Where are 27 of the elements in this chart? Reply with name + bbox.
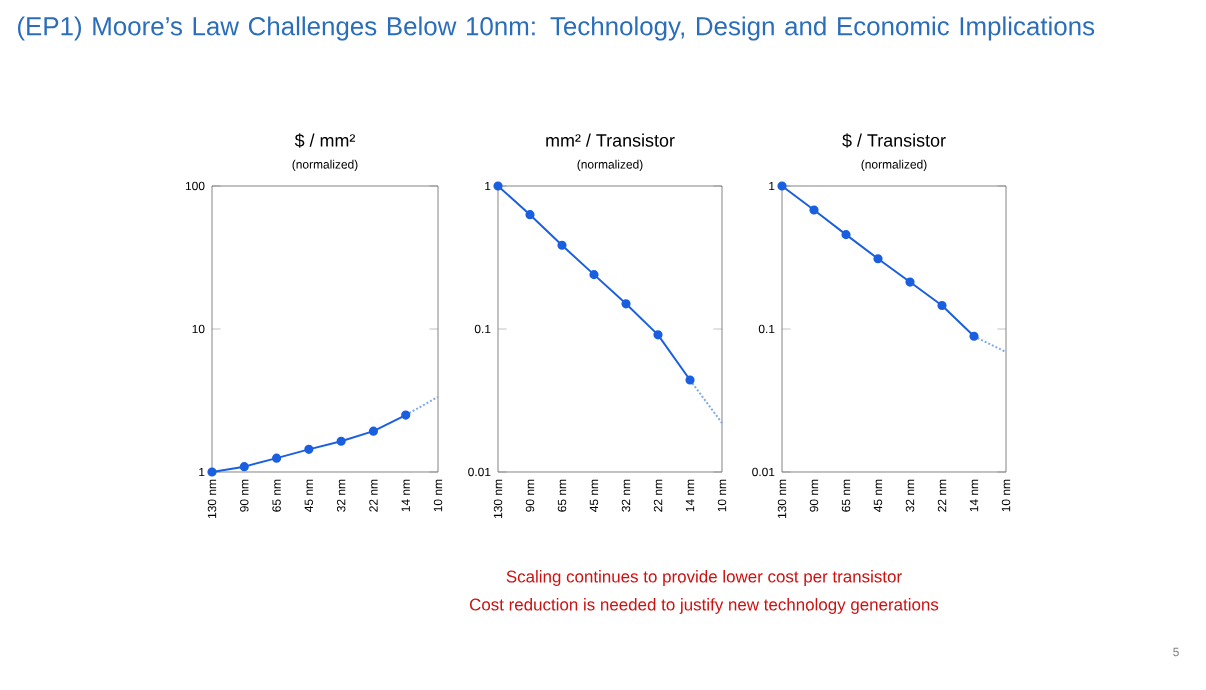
point xyxy=(336,436,346,446)
point xyxy=(525,210,535,220)
point xyxy=(969,331,979,341)
point xyxy=(937,300,947,311)
point xyxy=(777,181,787,191)
point xyxy=(271,453,282,463)
point xyxy=(368,426,379,436)
chart-title: $ / Transistor xyxy=(842,133,946,148)
point xyxy=(589,270,599,280)
point xyxy=(557,240,567,250)
point xyxy=(621,299,631,309)
point xyxy=(304,444,314,454)
chart-title: mm² / Transistor xyxy=(546,133,675,147)
chart-title: $ / mm² xyxy=(294,133,356,148)
point xyxy=(809,205,819,215)
text: (EP1) Moore’s Law Challenges Below 10nm: Technology, Design and Economic Implications xyxy=(17,16,1095,41)
point xyxy=(493,181,503,191)
point xyxy=(653,330,663,340)
point xyxy=(239,462,249,472)
point xyxy=(841,230,851,240)
point xyxy=(905,277,915,287)
point xyxy=(685,375,695,385)
text: Scaling continues to provide lower cost per transistor xyxy=(506,570,902,586)
point xyxy=(401,410,411,420)
point xyxy=(873,254,883,264)
text: Cost reduction is needed to justify new technology generations xyxy=(469,598,939,614)
point xyxy=(207,467,217,477)
